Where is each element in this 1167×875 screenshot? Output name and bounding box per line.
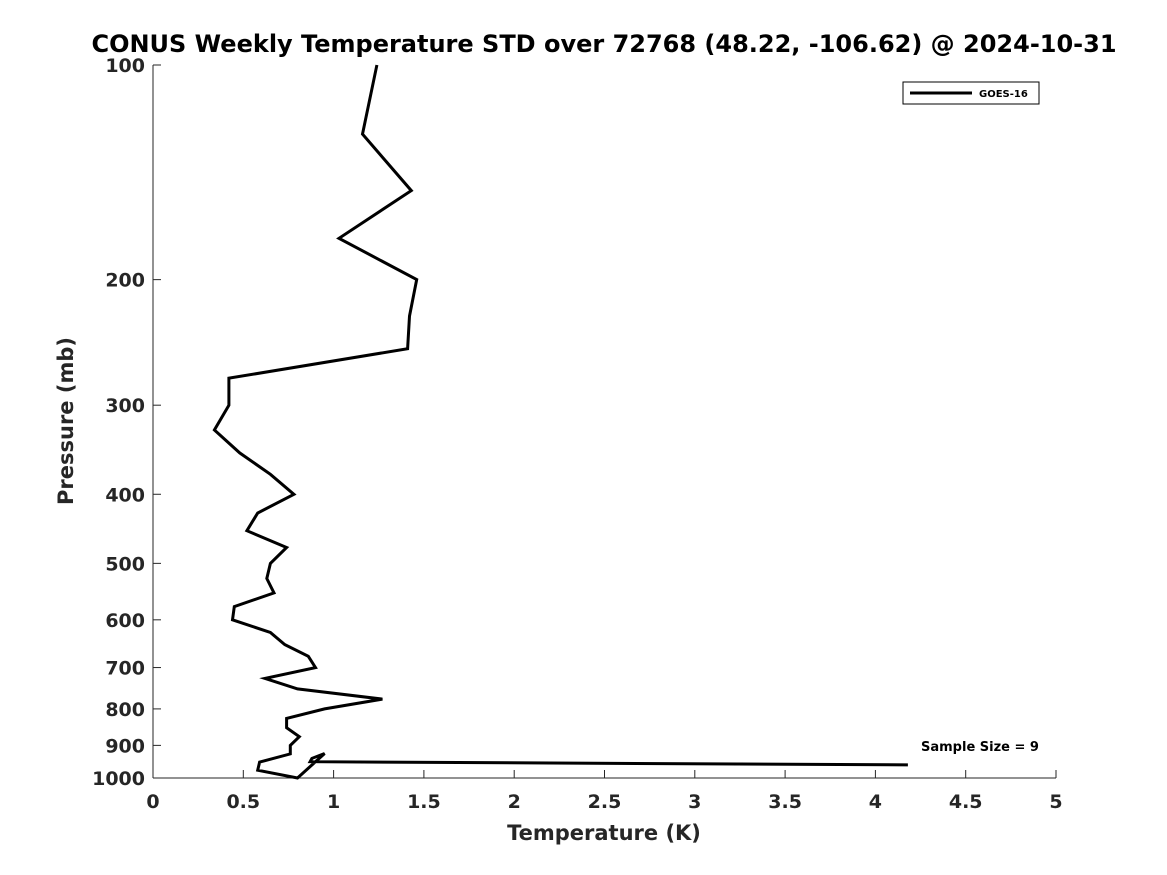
y-tick-label: 300 [105, 395, 145, 417]
y-tick-label: 100 [105, 55, 145, 77]
x-axis-ticks: 0 0.5 1 1.5 2 2.5 3 3.5 4 4.5 5 [146, 770, 1063, 813]
series-line-goes-16 [212, 64, 908, 780]
x-tick-label: 5 [1049, 791, 1062, 813]
x-tick-label: 2 [508, 791, 521, 813]
x-tick-label: 3 [688, 791, 701, 813]
y-tick-label: 900 [105, 735, 145, 757]
x-tick-label: 3.5 [768, 791, 802, 813]
x-tick-label: 0.5 [226, 791, 260, 813]
x-tick-label: 2.5 [588, 791, 622, 813]
x-axis-label: Temperature (K) [507, 821, 701, 845]
y-tick-label: 600 [105, 610, 145, 632]
x-tick-label: 4.5 [949, 791, 983, 813]
x-tick-label: 1.5 [407, 791, 441, 813]
y-tick-label: 700 [105, 658, 145, 680]
x-tick-label: 0 [146, 791, 159, 813]
x-tick-label: 4 [869, 791, 882, 813]
series-lines [212, 64, 908, 780]
y-tick-label: 1000 [92, 768, 145, 790]
y-axis-ticks: 100 200 300 400 500 600 700 800 900 1000 [92, 55, 161, 790]
x-tick-label: 1 [327, 791, 340, 813]
y-tick-label: 800 [105, 699, 145, 721]
axes [152, 65, 1056, 779]
sample-size-annotation: Sample Size = 9 [921, 740, 1039, 755]
legend: GOES-16 [902, 81, 1040, 105]
y-tick-label: 500 [105, 553, 145, 575]
y-axis-label: Pressure (mb) [54, 337, 78, 505]
y-tick-label: 200 [105, 270, 145, 292]
y-tick-label: 400 [105, 484, 145, 506]
chart-title: CONUS Weekly Temperature STD over 72768 … [91, 30, 1116, 58]
legend-label-goes-16: GOES-16 [979, 89, 1028, 100]
